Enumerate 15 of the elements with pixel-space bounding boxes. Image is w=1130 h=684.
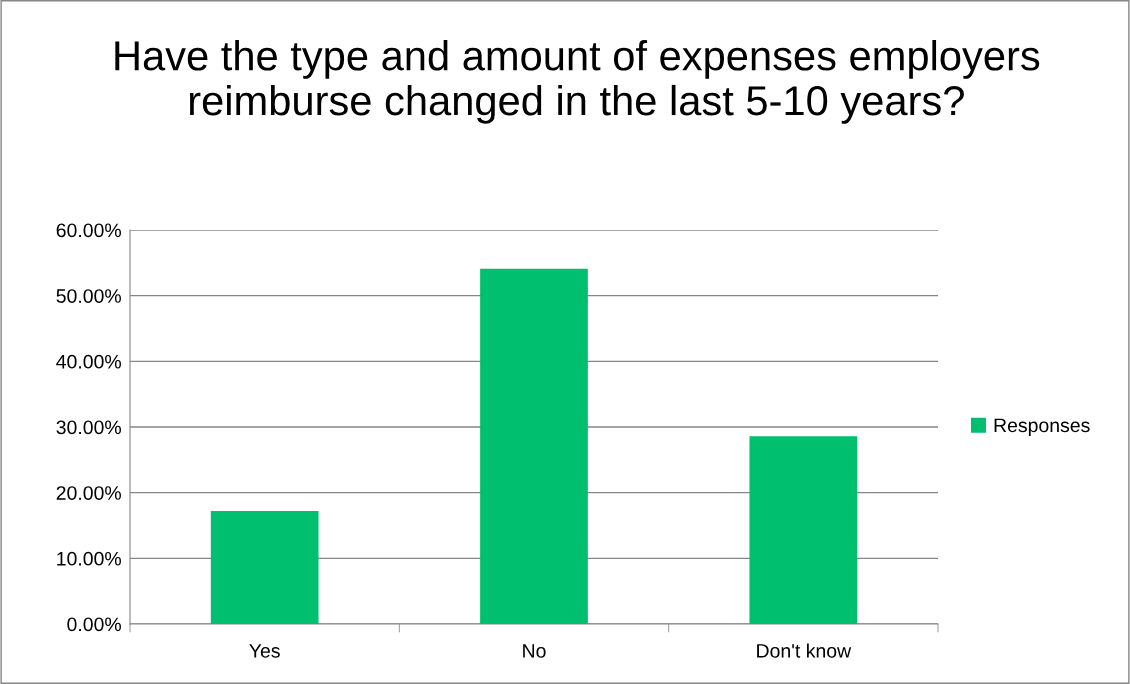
legend-label: Responses: [994, 418, 1090, 437]
y-tick-label: 10.00%: [57, 551, 121, 566]
y-tick-label: 20.00%: [56, 486, 121, 500]
y-tick-label: 60.00%: [56, 223, 121, 238]
y-tick-label: 50.00%: [56, 289, 121, 303]
bar: [210, 511, 319, 624]
bar: [749, 436, 858, 624]
y-tick-label: 40.00%: [56, 354, 121, 369]
x-tick-label: Don't know: [757, 643, 852, 658]
x-tick-label: Yes: [249, 644, 280, 658]
chart-title: Have the type and amount of expenses employers reimburse changed in the last 5-10 years?: [115, 40, 1040, 124]
x-tick-label: No: [523, 644, 546, 658]
y-tick-label: 30.00%: [56, 420, 121, 435]
y-tick-label: 0.00%: [67, 617, 121, 632]
bar: [480, 268, 588, 624]
